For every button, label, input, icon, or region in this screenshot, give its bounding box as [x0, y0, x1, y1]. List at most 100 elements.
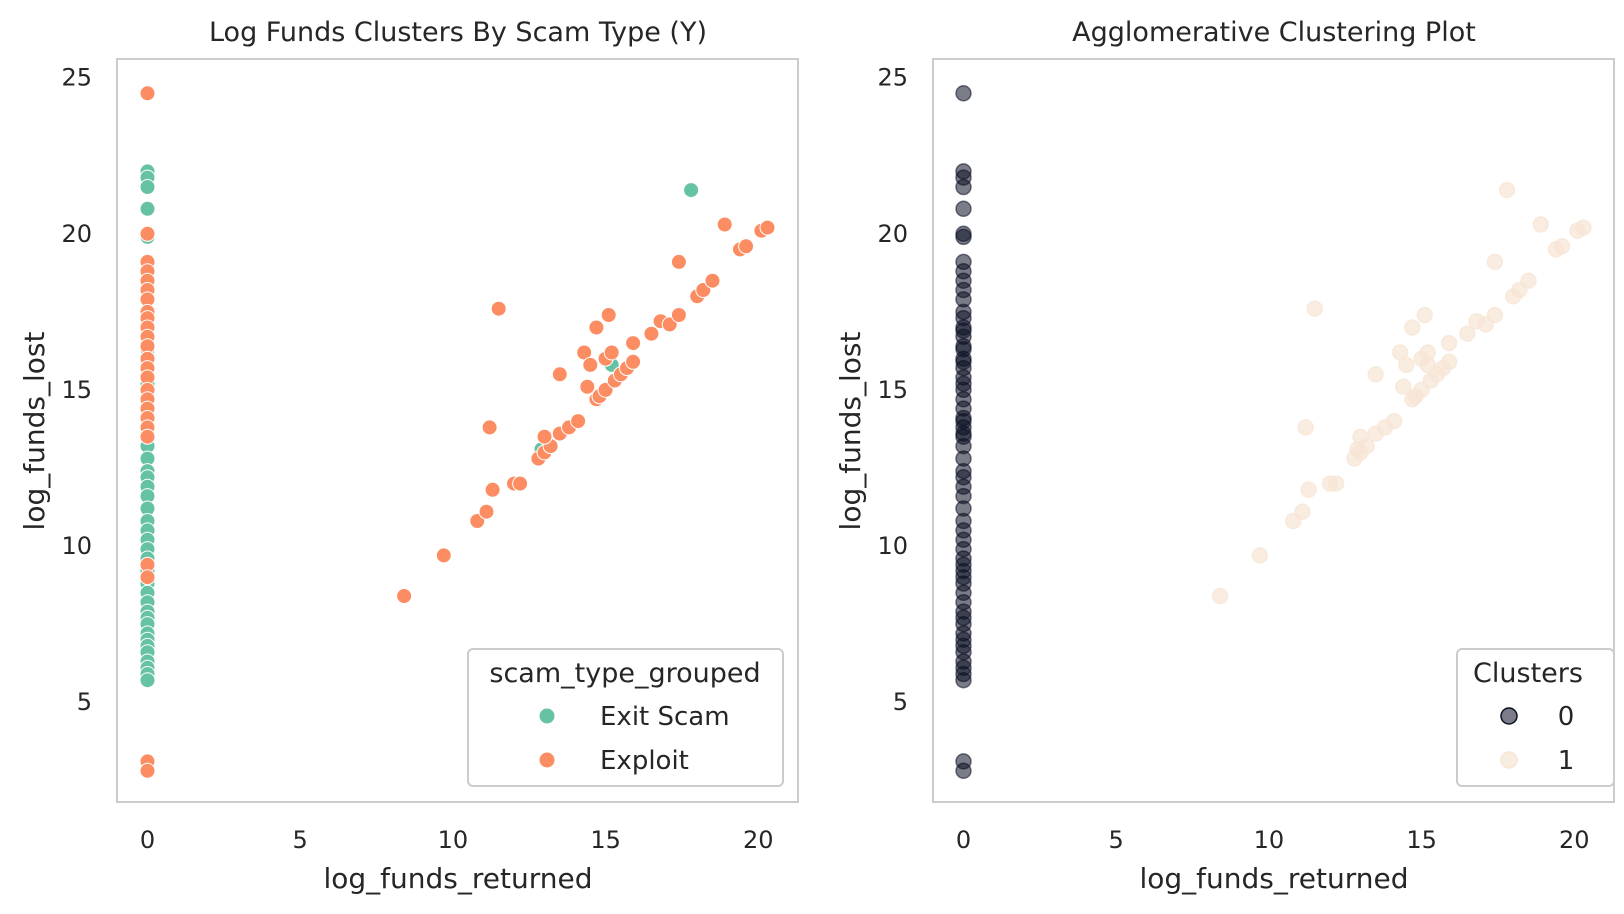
- data-point-0: [955, 228, 972, 246]
- x-tick-label: 0: [140, 826, 155, 854]
- legend-title: scam_type_grouped: [489, 658, 760, 689]
- data-point-exploit: [484, 481, 501, 498]
- data-point-exploit: [139, 762, 156, 779]
- x-tick-label: 5: [293, 826, 308, 854]
- x-tick-labels: 0 5 10 15 20: [956, 826, 1590, 854]
- legend-marker-cluster-1: [1500, 751, 1518, 769]
- data-point-0: [955, 85, 972, 102]
- data-point-0: [955, 762, 972, 780]
- data-point-1: [1395, 378, 1412, 396]
- legend: Clusters 0 1: [1456, 648, 1615, 787]
- data-point-1: [1404, 319, 1421, 336]
- y-tick-label: 10: [61, 532, 92, 560]
- x-tick-label: 20: [743, 826, 774, 854]
- data-point-exploit: [512, 475, 529, 492]
- data-point-1: [1440, 334, 1458, 352]
- legend-box: [1456, 648, 1615, 787]
- chart-title: Log Funds Clusters By Scam Type (Y): [209, 17, 707, 48]
- data-point-exploit: [551, 366, 568, 383]
- data-point-exploit: [704, 272, 721, 289]
- data-point-1: [1306, 300, 1323, 317]
- data-point-1: [1352, 428, 1369, 445]
- plot-frame: [932, 58, 1615, 803]
- legend: scam_type_grouped Exit Scam Exploit: [467, 648, 784, 787]
- data-point-1: [1440, 353, 1458, 371]
- data-point-1: [1532, 216, 1549, 233]
- data-point-exploit: [570, 413, 587, 430]
- data-point-exploit: [579, 378, 596, 395]
- data-point-0: [955, 200, 972, 218]
- data-point-1: [1498, 181, 1516, 199]
- x-tick-label: 5: [1109, 826, 1124, 854]
- y-tick-label: 5: [893, 688, 908, 716]
- data-point-exploit: [643, 325, 660, 342]
- y-tick-label: 20: [61, 220, 92, 248]
- y-tick-label: 15: [61, 376, 92, 404]
- scatter-points: [955, 85, 1592, 780]
- x-tick-labels: 0 5 10 15 20: [140, 826, 774, 854]
- legend-label: 0: [1558, 702, 1575, 732]
- plot-frame: [116, 58, 799, 803]
- data-point-exploit: [582, 356, 599, 373]
- data-point-exit-scam: [139, 672, 156, 689]
- y-tick-label: 15: [877, 376, 908, 404]
- data-point-exploit: [625, 335, 642, 352]
- x-tick-label: 10: [1254, 826, 1285, 854]
- data-point-exit-scam: [683, 182, 700, 199]
- data-point-1: [1486, 306, 1504, 324]
- legend-title: Clusters: [1473, 658, 1583, 689]
- data-point-exploit: [625, 353, 642, 370]
- data-point-exploit: [670, 307, 687, 323]
- data-point-0: [955, 178, 972, 196]
- data-point-exploit: [478, 503, 495, 520]
- data-point-exploit: [139, 569, 156, 586]
- data-point-exploit: [481, 419, 498, 436]
- data-point-1: [1575, 219, 1592, 236]
- x-axis-label: log_funds_returned: [323, 862, 592, 895]
- data-point-exploit: [435, 547, 452, 564]
- x-tick-label: 20: [1559, 826, 1590, 854]
- data-point-1: [1419, 344, 1436, 361]
- y-tick-label: 5: [77, 688, 92, 716]
- x-tick-label: 15: [1406, 826, 1437, 854]
- data-point-exploit: [670, 253, 687, 270]
- y-tick-label: 10: [877, 532, 908, 560]
- data-point-exploit: [396, 588, 413, 604]
- legend-marker-cluster-0: [1500, 707, 1518, 725]
- data-point-exploit: [603, 344, 620, 361]
- data-point-1: [1486, 253, 1504, 271]
- y-tick-label: 25: [877, 64, 908, 92]
- legend-label: Exit Scam: [600, 702, 730, 732]
- data-point-1: [1297, 419, 1314, 436]
- y-tick-labels: 5 10 15 20 25: [877, 64, 908, 716]
- data-point-1: [1520, 272, 1537, 289]
- x-axis-label: log_funds_returned: [1139, 862, 1408, 895]
- data-point-exploit: [759, 219, 776, 236]
- data-point-0: [955, 671, 972, 689]
- data-point-1: [1367, 366, 1385, 383]
- data-point-exploit: [716, 216, 733, 233]
- legend-marker-exit-scam: [538, 707, 556, 725]
- x-tick-label: 15: [590, 826, 621, 854]
- scam-type-subplot: Log Funds Clusters By Scam Type (Y) 0 5 …: [18, 17, 799, 895]
- y-axis-label: log_funds_lost: [18, 332, 51, 531]
- data-point-1: [1385, 412, 1403, 430]
- data-point-exploit: [588, 319, 605, 336]
- data-point-1: [1294, 503, 1311, 520]
- scatter-points: [139, 85, 776, 779]
- data-point-exploit: [738, 238, 755, 255]
- data-point-exploit: [139, 428, 156, 445]
- y-tick-labels: 5 10 15 20 25: [61, 64, 92, 716]
- data-point-1: [1416, 306, 1433, 324]
- x-tick-label: 0: [956, 826, 971, 854]
- data-point-1: [1327, 475, 1345, 492]
- data-point-1: [1459, 325, 1476, 342]
- y-axis-label: log_funds_lost: [834, 332, 867, 531]
- y-tick-label: 20: [877, 220, 908, 248]
- legend-label: Exploit: [600, 746, 689, 776]
- data-point-exploit: [536, 428, 553, 445]
- data-point-exit-scam: [139, 200, 156, 217]
- data-point-exploit: [139, 225, 156, 242]
